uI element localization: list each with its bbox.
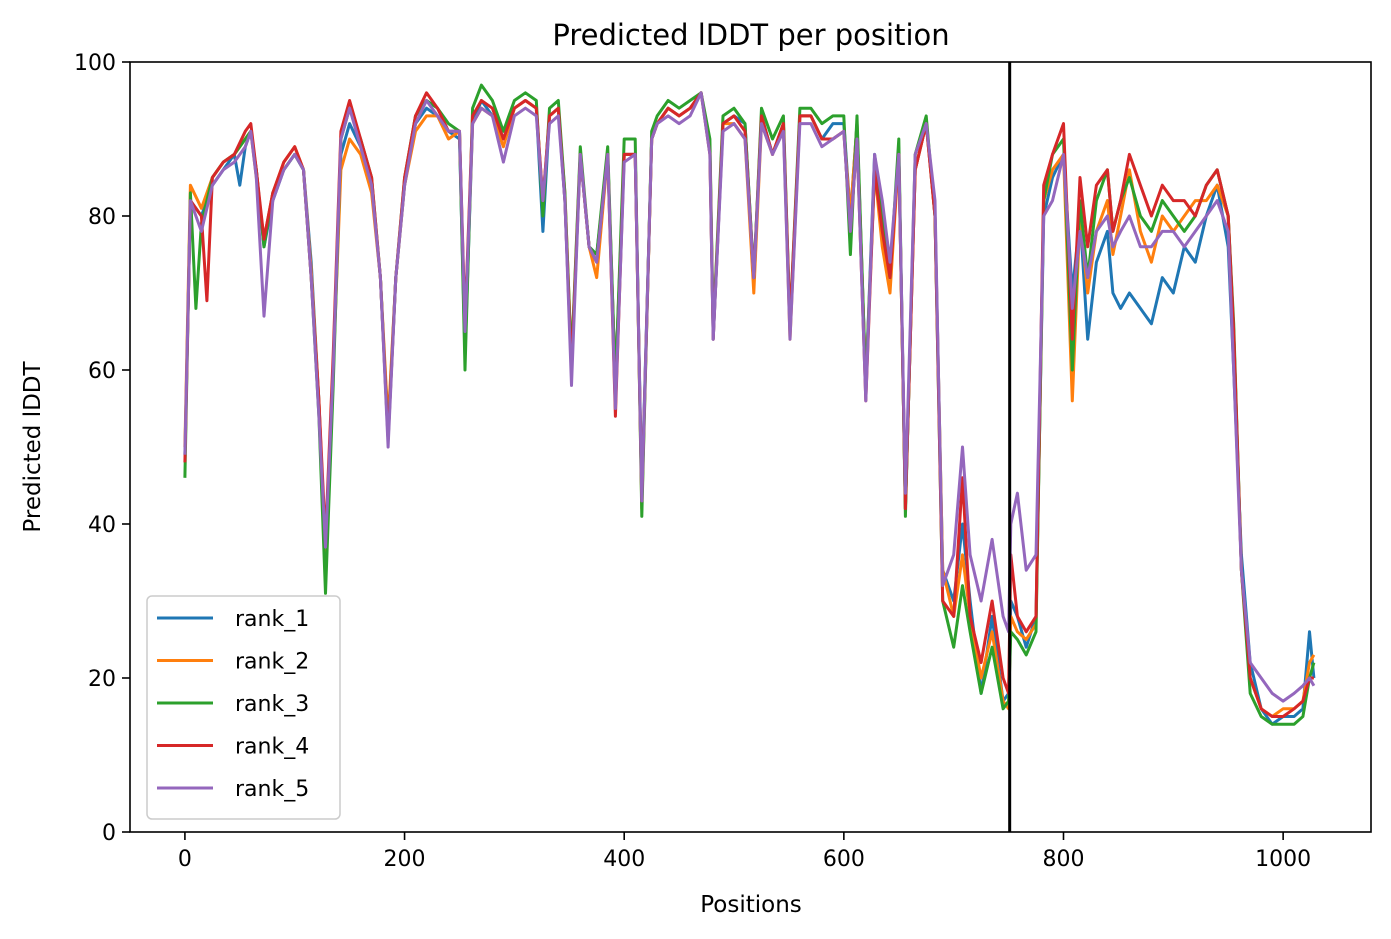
series-line-rank-5 [183, 91, 1316, 703]
y-tick-label: 0 [102, 821, 116, 846]
legend-label: rank_3 [235, 692, 309, 717]
y-tick-label: 60 [88, 359, 116, 384]
y-axis-label: Predicted lDDT [20, 360, 46, 532]
y-axis-ticks: 0 20 40 60 80 100 [74, 51, 130, 846]
legend-label: rank_5 [235, 777, 309, 802]
x-axis-label: Positions [700, 892, 802, 918]
x-tick-label: 200 [384, 847, 426, 872]
x-tick-label: 800 [1042, 847, 1084, 872]
x-tick-label: 1000 [1255, 847, 1311, 872]
y-tick-label: 20 [88, 667, 116, 692]
legend-label: rank_2 [235, 650, 309, 675]
legend: rank_1 rank_2 rank_3 rank_4 rank_5 [146, 595, 341, 820]
x-tick-label: 400 [603, 847, 645, 872]
y-tick-label: 40 [88, 513, 116, 538]
x-tick-label: 600 [823, 847, 865, 872]
chart-title: Predicted lDDT per position [552, 18, 949, 52]
legend-label: rank_1 [235, 607, 309, 632]
x-axis-ticks: 0 200 400 600 800 1000 [178, 832, 1311, 872]
y-tick-label: 100 [74, 51, 116, 76]
x-tick-label: 0 [178, 847, 192, 872]
series-line-rank-4 [183, 91, 1314, 718]
legend-box [146, 595, 341, 820]
y-tick-label: 80 [88, 205, 116, 230]
legend-label: rank_4 [235, 735, 309, 760]
series-layer [183, 83, 1316, 726]
plot-frame [129, 61, 1372, 833]
